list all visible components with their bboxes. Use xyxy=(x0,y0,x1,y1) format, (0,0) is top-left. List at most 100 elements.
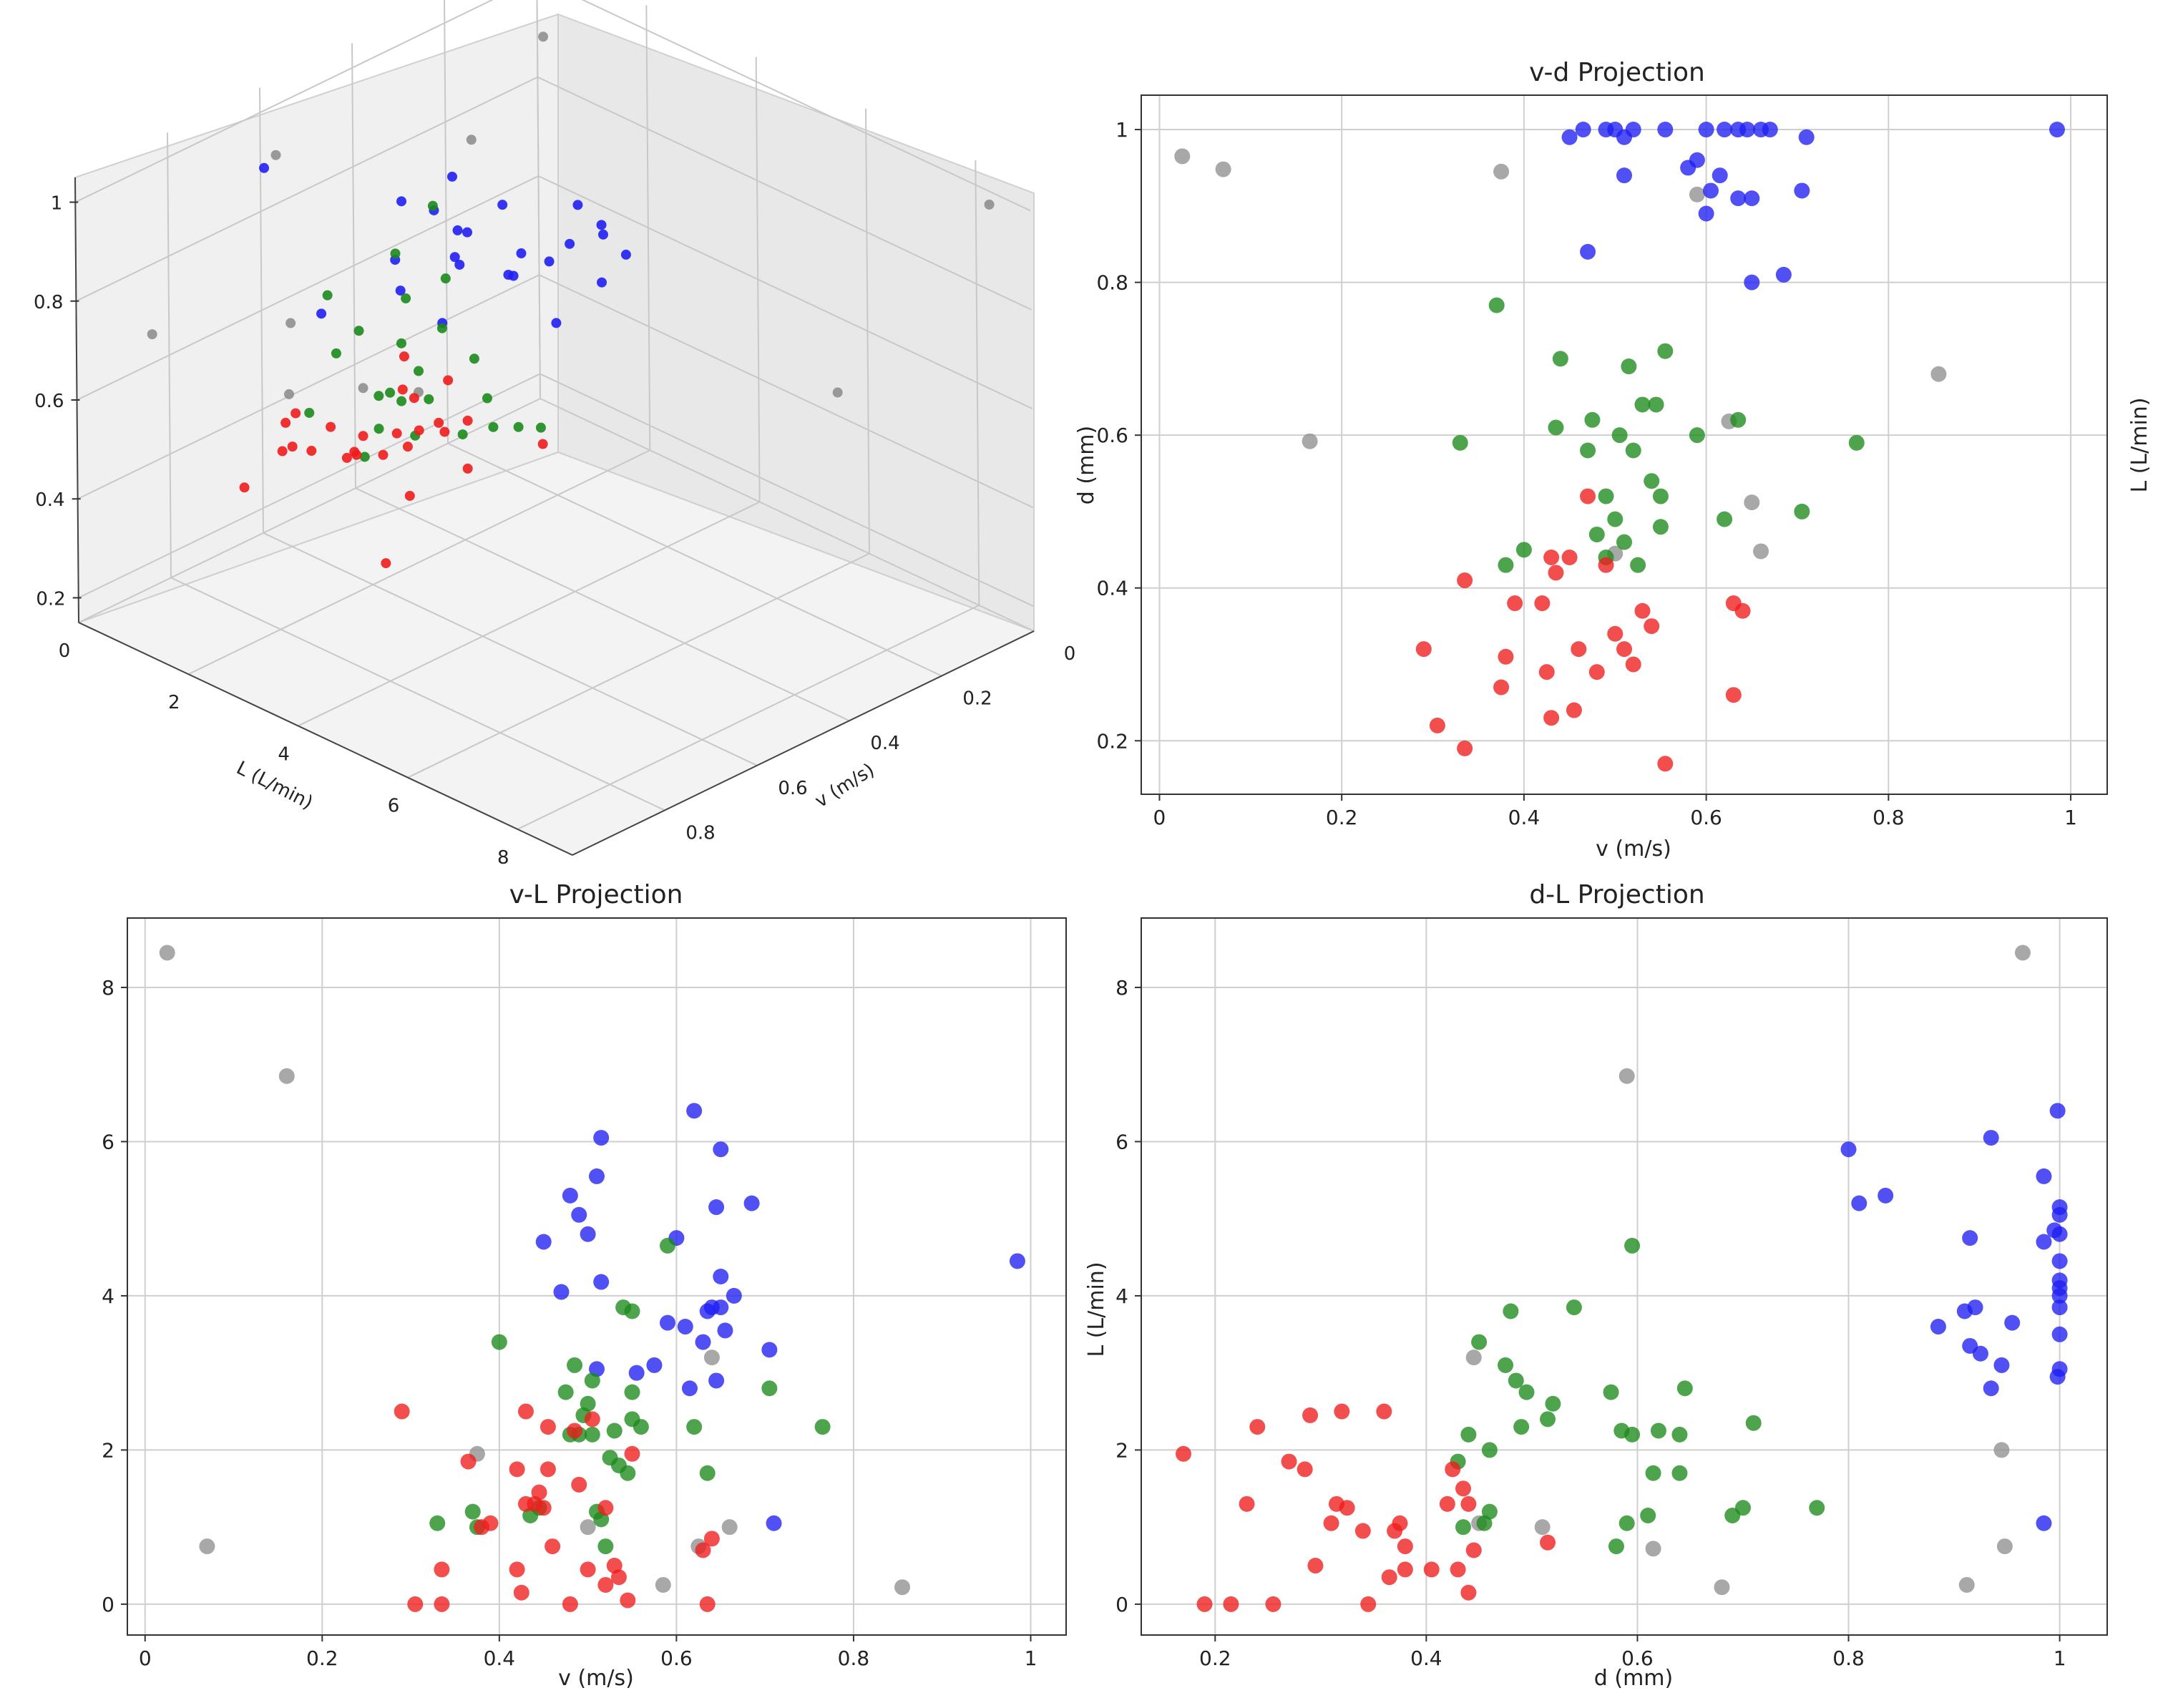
vd-point-green xyxy=(1616,534,1632,550)
scatter3d-point-blue xyxy=(454,259,465,270)
vl-point-red xyxy=(620,1592,636,1609)
vd-point-red xyxy=(1534,595,1551,612)
dl-point-blue xyxy=(2051,1253,2068,1269)
vd-point-blue xyxy=(1762,122,1778,138)
dl-point-red xyxy=(1423,1561,1440,1578)
scatter3d-point-blue xyxy=(446,171,457,182)
vl-point-red xyxy=(703,1531,720,1547)
scatter3d-point-red xyxy=(280,417,291,428)
vl-xtick-label: 0.2 xyxy=(306,1646,338,1670)
vl-point-red xyxy=(394,1403,410,1420)
vl-point-blue xyxy=(686,1103,703,1119)
scatter3d-point-green xyxy=(331,348,341,358)
scatter3d-point-green xyxy=(488,421,499,432)
vl-xtick-label: 0.4 xyxy=(484,1646,516,1670)
scatter3d-point-gray xyxy=(285,318,296,328)
scatter3d-point-red xyxy=(399,351,409,362)
vl-point-blue xyxy=(713,1141,729,1158)
dl-point-green xyxy=(1624,1237,1641,1254)
vl-point-red xyxy=(567,1422,583,1439)
scatter3d-ztick-label: 0.2 xyxy=(36,588,65,610)
vl-point-red xyxy=(699,1596,716,1612)
vd-point-green xyxy=(1548,419,1564,436)
dl-point-red xyxy=(1397,1538,1413,1555)
vl-point-blue xyxy=(589,1168,605,1184)
scatter3d-point-red xyxy=(402,441,413,452)
scatter3d-point-blue xyxy=(516,248,527,259)
dl-point-gray xyxy=(1993,1442,2010,1458)
vd-point-blue xyxy=(1744,274,1760,291)
vd-xtick-label: 0 xyxy=(1153,806,1166,829)
scatter3d-point-blue xyxy=(597,277,607,288)
vl-point-green xyxy=(464,1503,481,1520)
scatter3d-point-gray xyxy=(466,135,477,145)
dl-point-red xyxy=(1460,1584,1477,1601)
vl-point-red xyxy=(434,1561,450,1578)
vd-point-red xyxy=(1498,648,1514,665)
dl-point-red xyxy=(1354,1523,1371,1539)
vl-point-green xyxy=(633,1419,649,1435)
vl-point-red xyxy=(407,1596,424,1612)
vl-point-gray xyxy=(894,1579,911,1596)
vd-point-gray xyxy=(1215,161,1231,177)
vl-point-blue xyxy=(553,1284,570,1300)
scatter3d-point-green xyxy=(396,338,406,348)
dl-point-green xyxy=(1676,1380,1693,1397)
vd-point-green xyxy=(1588,526,1605,542)
dl-xtick-label: 0.8 xyxy=(1832,1646,1865,1670)
scatter3d-point-red xyxy=(439,426,450,437)
dl-panel: 0.2 0.4 0.6 0.8 1 0 2 4 6 8 d-L Projection d (mm)… xyxy=(1084,880,2108,1691)
dl-point-blue xyxy=(1983,1380,1999,1397)
scatter3d-point-blue xyxy=(497,200,508,210)
vl-point-green xyxy=(699,1465,716,1481)
dl-point-red xyxy=(1381,1569,1397,1586)
vl-ytick-label: 2 xyxy=(102,1438,114,1462)
vd-point-red xyxy=(1657,756,1674,772)
dl-point-green xyxy=(1460,1426,1477,1443)
scatter3d-point-red xyxy=(409,393,419,404)
dl-point-green xyxy=(1566,1299,1582,1316)
vd-xtick-label: 0.2 xyxy=(1326,806,1358,829)
vd-point-blue xyxy=(1616,167,1632,184)
dl-point-green xyxy=(1734,1500,1751,1516)
dl-xtick-label: 0.6 xyxy=(1621,1646,1654,1670)
vd-ytick-label: 1 xyxy=(1115,118,1128,142)
dl-point-gray xyxy=(1714,1579,1730,1596)
scatter3d-xtick-label: 0.2 xyxy=(962,688,992,710)
vl-ytick-label: 6 xyxy=(102,1130,114,1153)
scatter3d-point-green xyxy=(457,429,468,440)
vl-point-gray xyxy=(278,1068,295,1084)
dl-point-blue xyxy=(1878,1187,1894,1204)
dl-ytick-label: 4 xyxy=(1115,1284,1128,1308)
scatter3d-point-green xyxy=(353,326,364,336)
scatter3d-ytick-label: 2 xyxy=(168,692,180,713)
vl-point-red xyxy=(539,1419,556,1435)
vd-point-green xyxy=(1648,396,1664,413)
vd-point-blue xyxy=(1717,122,1733,138)
scatter3d-point-green xyxy=(322,290,333,301)
dl-point-blue xyxy=(2036,1234,2052,1250)
vl-point-gray xyxy=(199,1538,215,1555)
vd-point-green xyxy=(1657,343,1674,359)
vd-point-red xyxy=(1607,625,1624,642)
vd-point-red xyxy=(1457,572,1473,589)
vd-point-red xyxy=(1588,664,1605,680)
dl-point-blue xyxy=(1983,1130,1999,1146)
vd-point-red xyxy=(1543,710,1560,726)
dl-point-red xyxy=(1439,1495,1455,1512)
vd-point-gray xyxy=(1930,366,1947,382)
scatter3d-point-green xyxy=(373,391,384,401)
dl-point-blue xyxy=(2036,1515,2052,1531)
vl-point-green xyxy=(814,1419,831,1435)
vl-point-green xyxy=(491,1334,507,1350)
vd-title: v-d Projection xyxy=(1529,58,1705,87)
vd-point-green xyxy=(1611,427,1628,444)
vd-point-green xyxy=(1607,511,1624,527)
vl-point-blue xyxy=(708,1199,725,1216)
dl-point-blue xyxy=(2051,1287,2068,1304)
vl-point-blue xyxy=(628,1365,645,1381)
vd-point-green xyxy=(1488,297,1505,313)
vd-point-red xyxy=(1598,557,1614,573)
scatter3d-point-red xyxy=(462,463,473,474)
